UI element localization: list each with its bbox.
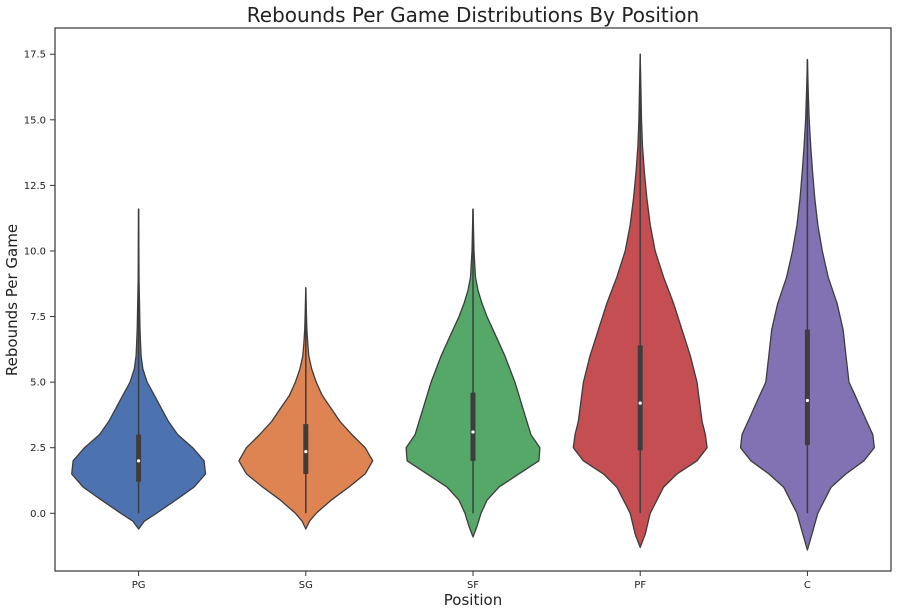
y-axis: 0.0 2.5 5.0 7.5 10.0 12.5 15.0 17.5 — [24, 50, 55, 520]
y-tick-label: 15.0 — [24, 115, 46, 126]
violin-median-point — [471, 430, 475, 434]
x-axis-label: Position — [444, 591, 502, 609]
y-axis-label: Rebounds Per Game — [3, 224, 21, 376]
y-tick-label: 5.0 — [30, 378, 46, 389]
x-tick-label: PG — [132, 580, 146, 591]
violin-layer — [71, 53, 875, 551]
chart-title: Rebounds Per Game Distributions By Posit… — [247, 3, 699, 27]
x-tick-label: C — [804, 580, 811, 591]
x-tick-label: SG — [299, 580, 313, 591]
violin-median-point — [805, 398, 810, 403]
violin-median-point — [304, 450, 308, 454]
y-tick-label: 12.5 — [24, 181, 46, 192]
x-tick-label: PF — [634, 580, 646, 591]
y-tick-label: 0.0 — [30, 509, 46, 520]
y-tick-label: 2.5 — [30, 443, 46, 454]
violin-median-point — [137, 459, 141, 463]
y-tick-label: 10.0 — [24, 246, 46, 257]
violin-median-point — [638, 401, 642, 405]
y-tick-label: 17.5 — [24, 50, 46, 61]
y-tick-label: 7.5 — [30, 312, 46, 323]
x-tick-label: SF — [467, 580, 479, 591]
x-axis: PG SG SF PF C — [132, 571, 811, 591]
